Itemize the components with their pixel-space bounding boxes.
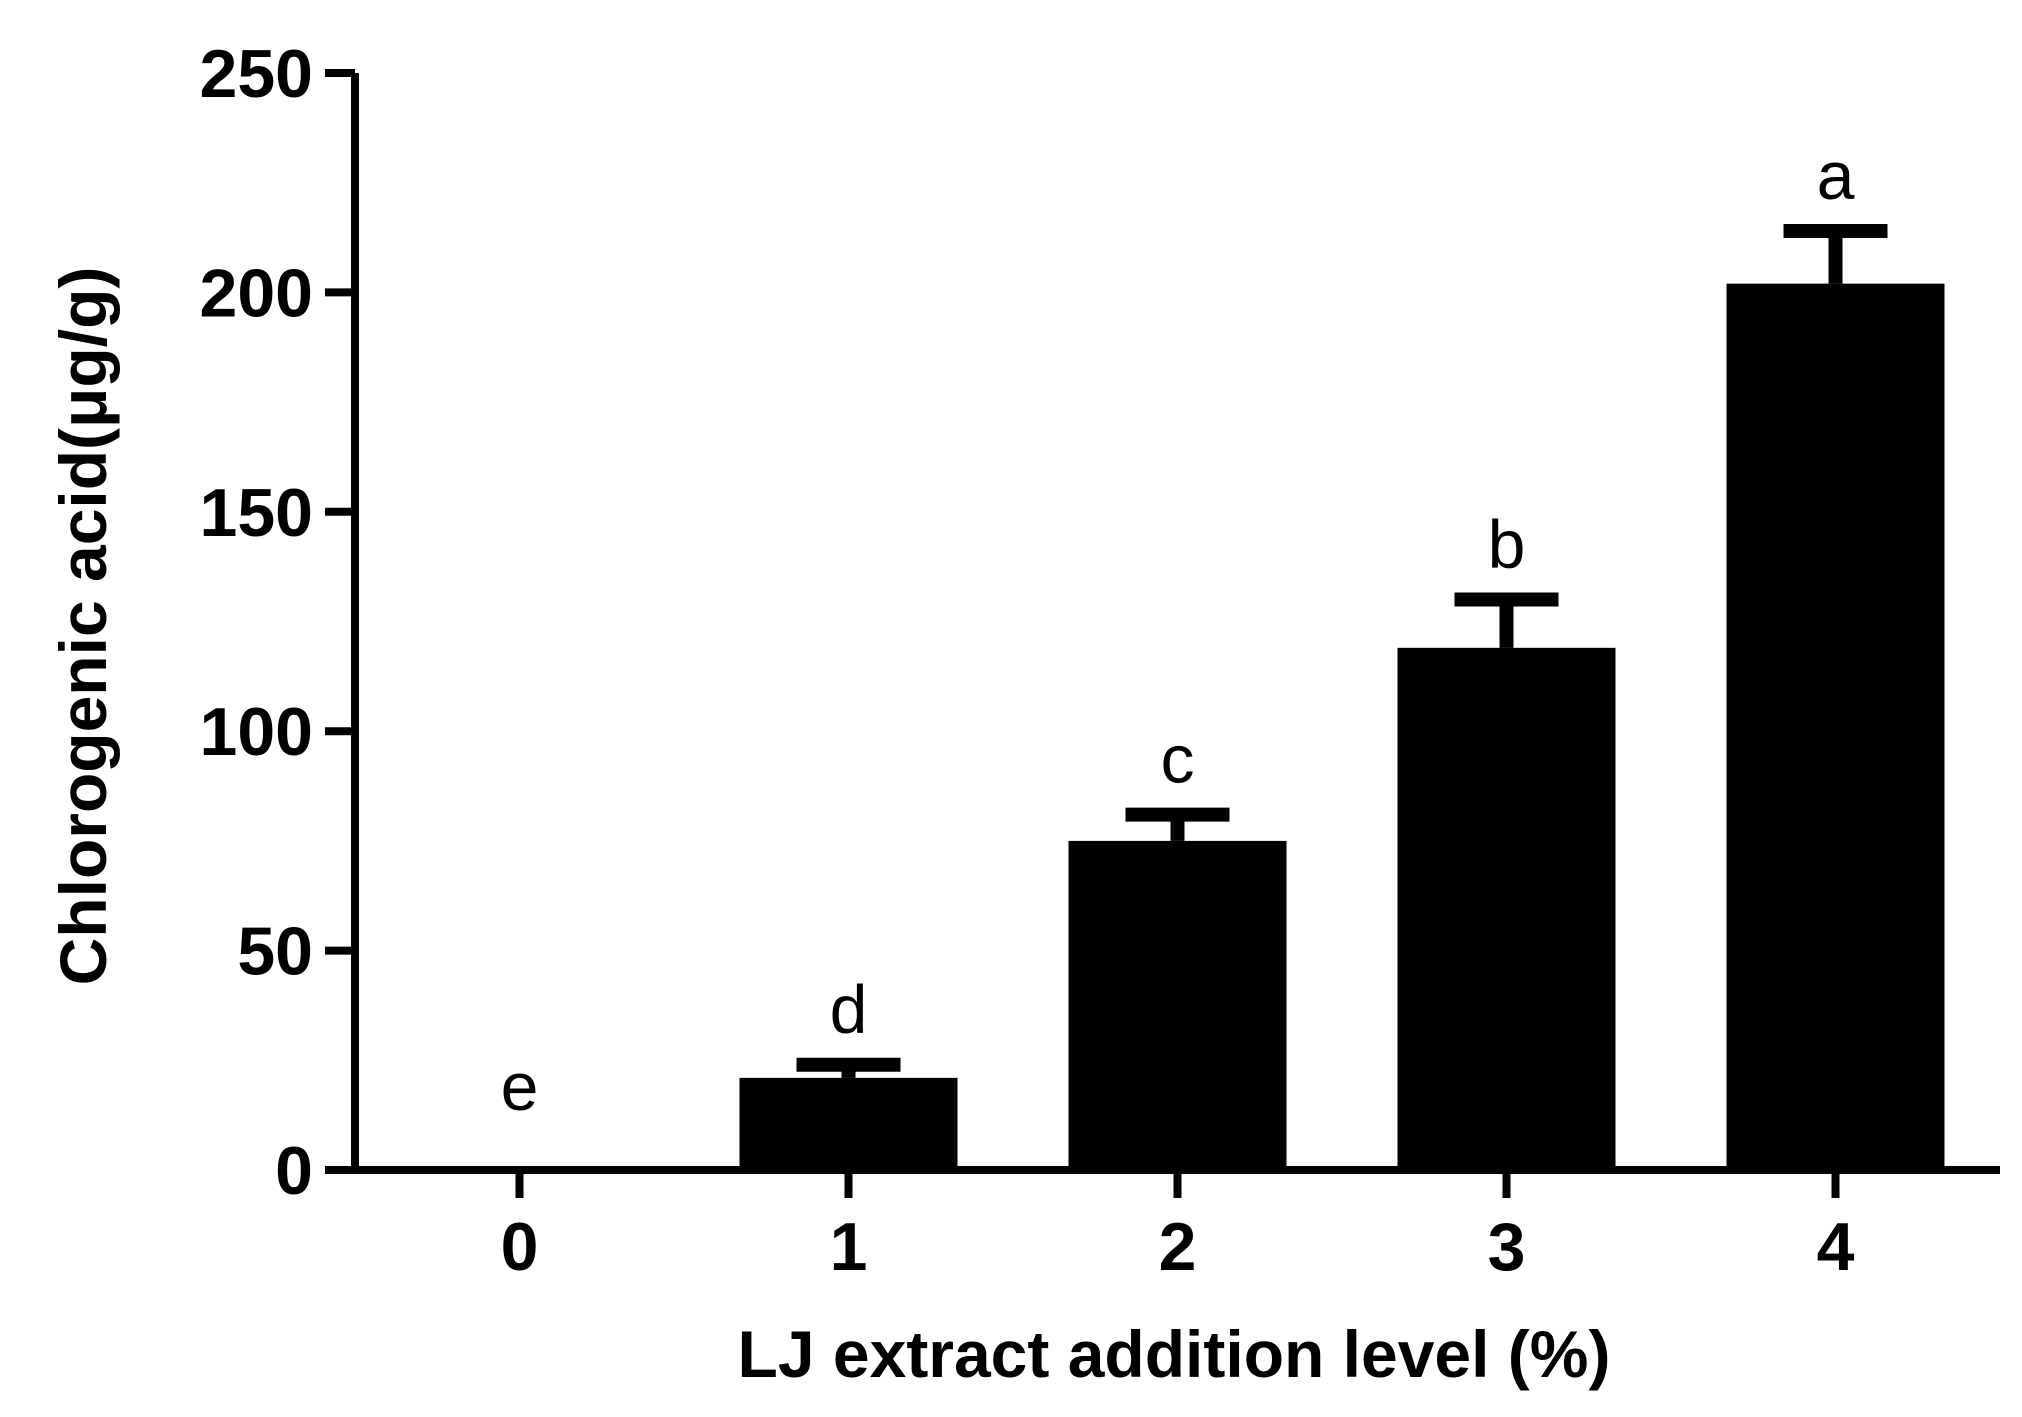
y-tick-label: 0 [275,1133,313,1209]
bar-1 [739,1077,958,1170]
x-tick-label: 3 [1488,1209,1526,1285]
significance-label-0: e [501,1049,539,1125]
x-tick-label: 2 [1159,1209,1197,1285]
x-tick-label: 0 [501,1209,539,1285]
x-tick-label: 4 [1817,1209,1855,1285]
bar-2 [1068,840,1287,1170]
significance-label-2: c [1161,722,1195,798]
significance-label-3: b [1488,507,1526,583]
x-axis-title: LJ extract addition level (%) [738,1317,1611,1391]
x-tick-label: 1 [830,1209,868,1285]
error-bars-layer [796,223,1888,1078]
y-axis-title: Chlorogenic acid(μg/g) [46,267,120,986]
y-tick-label: 50 [237,914,313,990]
y-ticks-layer: 0 50 100 150 200 250 [200,36,355,1209]
y-tick-label: 250 [200,36,313,112]
significance-labels-layer: e d c b a [501,138,1855,1125]
significance-label-1: d [830,972,868,1048]
bars-layer [739,283,1945,1170]
y-tick-label: 100 [200,694,313,770]
bar-4 [1726,283,1945,1170]
y-tick-label: 200 [200,255,313,331]
significance-label-4: a [1817,138,1855,214]
y-tick-label: 150 [200,475,313,551]
x-ticks-layer: 0 1 2 3 4 [501,1170,1855,1285]
bar-3 [1397,647,1616,1170]
